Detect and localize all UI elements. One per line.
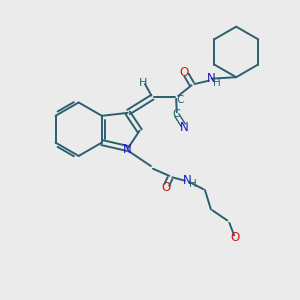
Text: N: N bbox=[123, 143, 132, 156]
Text: H: H bbox=[138, 78, 147, 88]
Text: O: O bbox=[230, 231, 239, 244]
Text: O: O bbox=[162, 181, 171, 194]
Text: N: N bbox=[180, 121, 189, 134]
Text: C: C bbox=[173, 109, 181, 119]
Text: H: H bbox=[189, 178, 197, 189]
Text: N: N bbox=[183, 174, 191, 187]
Text: H: H bbox=[213, 77, 221, 88]
Text: C: C bbox=[177, 95, 184, 105]
Text: N: N bbox=[207, 72, 215, 85]
Text: O: O bbox=[180, 66, 189, 79]
